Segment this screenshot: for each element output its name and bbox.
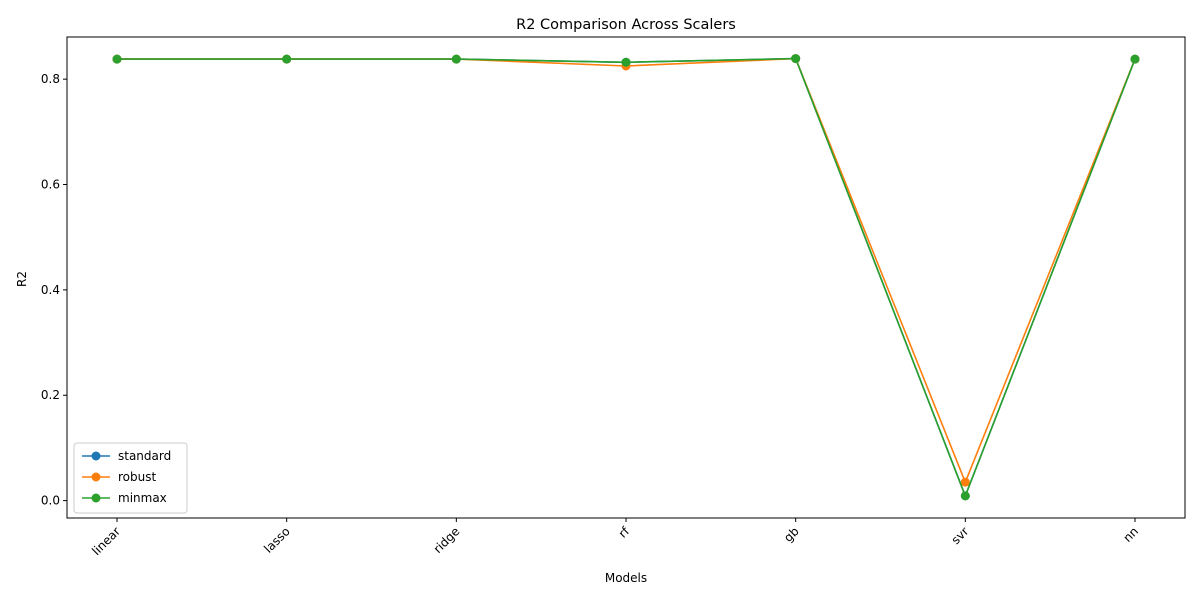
chart-title: R2 Comparison Across Scalers (516, 17, 736, 33)
x-tick-label: gb (781, 524, 802, 545)
data-point-minmax (451, 54, 461, 64)
x-tick-label: svr (949, 524, 972, 547)
x-tick-label: ridge (431, 524, 463, 556)
y-tick-label: 0.6 (41, 178, 60, 192)
legend-label-robust: robust (118, 470, 156, 484)
data-point-minmax (112, 54, 122, 64)
y-tick-label: 0.4 (41, 283, 60, 297)
y-tick-label: 0.8 (41, 72, 60, 86)
data-point-minmax (621, 57, 631, 67)
legend-marker-standard (91, 451, 101, 461)
series-line-standard (117, 57, 1136, 499)
data-point-minmax (960, 491, 970, 501)
data-point-minmax (1130, 54, 1140, 64)
data-point-robust (960, 477, 970, 487)
x-tick-label: nn (1120, 524, 1141, 545)
plot-area: 0.0 0.2 0.4 0.6 0.8 linear lasso ridge rf gb svr nn… (41, 36, 1186, 558)
x-tick-label: lasso (261, 524, 292, 555)
data-point-minmax (282, 54, 292, 64)
y-tick-label: 0.2 (41, 388, 60, 402)
axes-frame (66, 36, 1186, 519)
series-line-minmax (117, 57, 1136, 499)
x-tick-label: linear (89, 524, 123, 558)
x-axis-title: Models (605, 571, 647, 585)
legend-marker-minmax (91, 493, 101, 503)
legend-box (73, 442, 188, 514)
x-tick-label: rf (616, 524, 633, 541)
legend: standard robust minmax (73, 442, 188, 514)
legend-label-minmax: minmax (118, 491, 167, 505)
series-line-robust (117, 57, 1136, 485)
legend-label-standard: standard (118, 449, 171, 463)
y-axis-title: R2 (15, 271, 29, 287)
data-point-minmax (791, 54, 801, 64)
y-tick-label: 0.0 (41, 494, 60, 508)
legend-marker-robust (91, 472, 101, 482)
